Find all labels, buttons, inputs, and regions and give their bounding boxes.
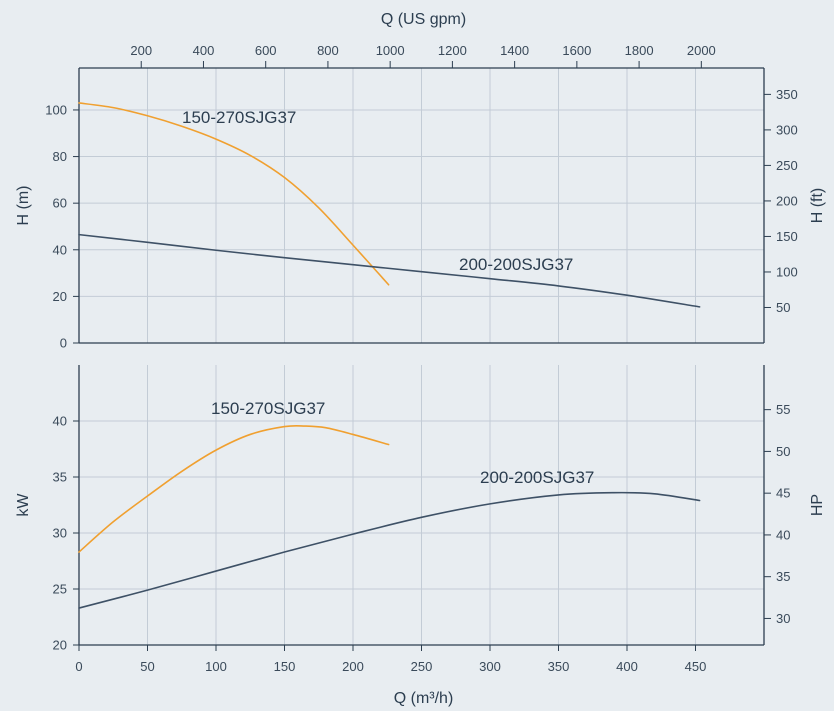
series-line-150-270sjg37 [78,102,390,286]
x-tick-label: 150 [274,659,296,674]
x2-tick-label: 400 [193,43,215,58]
x-tick-label: 100 [205,659,227,674]
y-tick-label: 35 [53,470,67,485]
y-axis-title: H (m) [15,186,32,226]
x2-tick-label: 600 [255,43,277,58]
x-tick-label: 300 [479,659,501,674]
y-tick-label: 100 [45,102,67,117]
y-tick-label: 40 [53,414,67,429]
series-line-200-200sjg37 [78,491,701,609]
y-tick-label: 20 [53,289,67,304]
x-tick-label: 450 [685,659,707,674]
series-label-150-270sjg37: 150-270SJG37 [182,108,296,127]
y2-axis-title: HP [809,494,826,516]
y2-tick-label: 45 [776,486,790,501]
y2-tick-label: 200 [776,193,798,208]
y-tick-label: 60 [53,196,67,211]
y2-axis-title: H (ft) [809,188,826,224]
x2-tick-label: 1600 [562,43,591,58]
series-label-200-200sjg37: 200-200SJG37 [480,468,594,487]
x2-tick-label: 1200 [438,43,467,58]
y-tick-label: 30 [53,526,67,541]
x2-tick-label: 1800 [625,43,654,58]
x2-tick-label: 1000 [376,43,405,58]
y2-tick-label: 300 [776,122,798,137]
x-tick-label: 250 [411,659,433,674]
x2-tick-label: 200 [130,43,152,58]
x-tick-label: 50 [140,659,154,674]
series-line-200-200sjg37 [78,233,701,308]
y2-tick-label: 100 [776,264,798,279]
y-axis-title: kW [15,493,32,517]
x-tick-label: 400 [616,659,638,674]
x-axis-title: Q (m³/h) [394,690,454,707]
y-tick-label: 25 [53,582,67,597]
series-label-200-200sjg37: 200-200SJG37 [459,255,573,274]
x2-tick-label: 1400 [500,43,529,58]
x-tick-label: 0 [75,659,82,674]
x2-axis-title: Q (US gpm) [381,11,466,28]
y2-tick-label: 35 [776,569,790,584]
y2-tick-label: 40 [776,527,790,542]
y2-tick-label: 350 [776,87,798,102]
y-tick-label: 20 [53,638,67,653]
y2-tick-label: 250 [776,158,798,173]
series-label-150-270sjg37: 150-270SJG37 [211,399,325,418]
y-tick-label: 80 [53,149,67,164]
x2-tick-label: 2000 [687,43,716,58]
x-tick-label: 200 [342,659,364,674]
y2-tick-label: 50 [776,444,790,459]
series-line-150-270sjg37 [78,424,390,553]
y2-tick-label: 150 [776,229,798,244]
y-tick-label: 40 [53,242,67,257]
y-tick-label: 0 [60,336,67,351]
x-tick-label: 350 [548,659,570,674]
y2-tick-label: 55 [776,402,790,417]
y2-tick-label: 50 [776,300,790,315]
x2-tick-label: 800 [317,43,339,58]
y2-tick-label: 30 [776,611,790,626]
